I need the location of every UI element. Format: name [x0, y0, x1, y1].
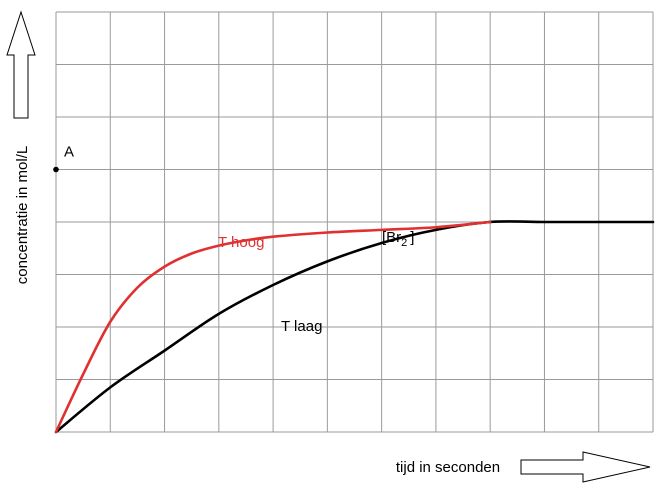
br2-suffix: ] [410, 229, 414, 246]
chart-series [54, 220, 655, 434]
y-axis-arrow [6, 10, 36, 119]
x-axis-label: tijd in seconden [396, 459, 500, 476]
point-a-label: A [64, 144, 74, 161]
br2-prefix: [Br [382, 229, 401, 246]
series-line-t-hoog [54, 220, 492, 434]
x-axis-arrow [520, 451, 651, 483]
br2-label: [Br2] [382, 229, 414, 249]
y-axis-label: concentratie in mol/L [14, 146, 31, 284]
br2-subscript: 2 [401, 237, 407, 249]
series-label-t-laag: T laag [281, 318, 322, 335]
point-a-marker [53, 166, 59, 173]
chart-grid [55, 11, 654, 433]
series-line-t-laag [54, 220, 655, 434]
series-label-t-hoog: T hoog [218, 234, 264, 251]
